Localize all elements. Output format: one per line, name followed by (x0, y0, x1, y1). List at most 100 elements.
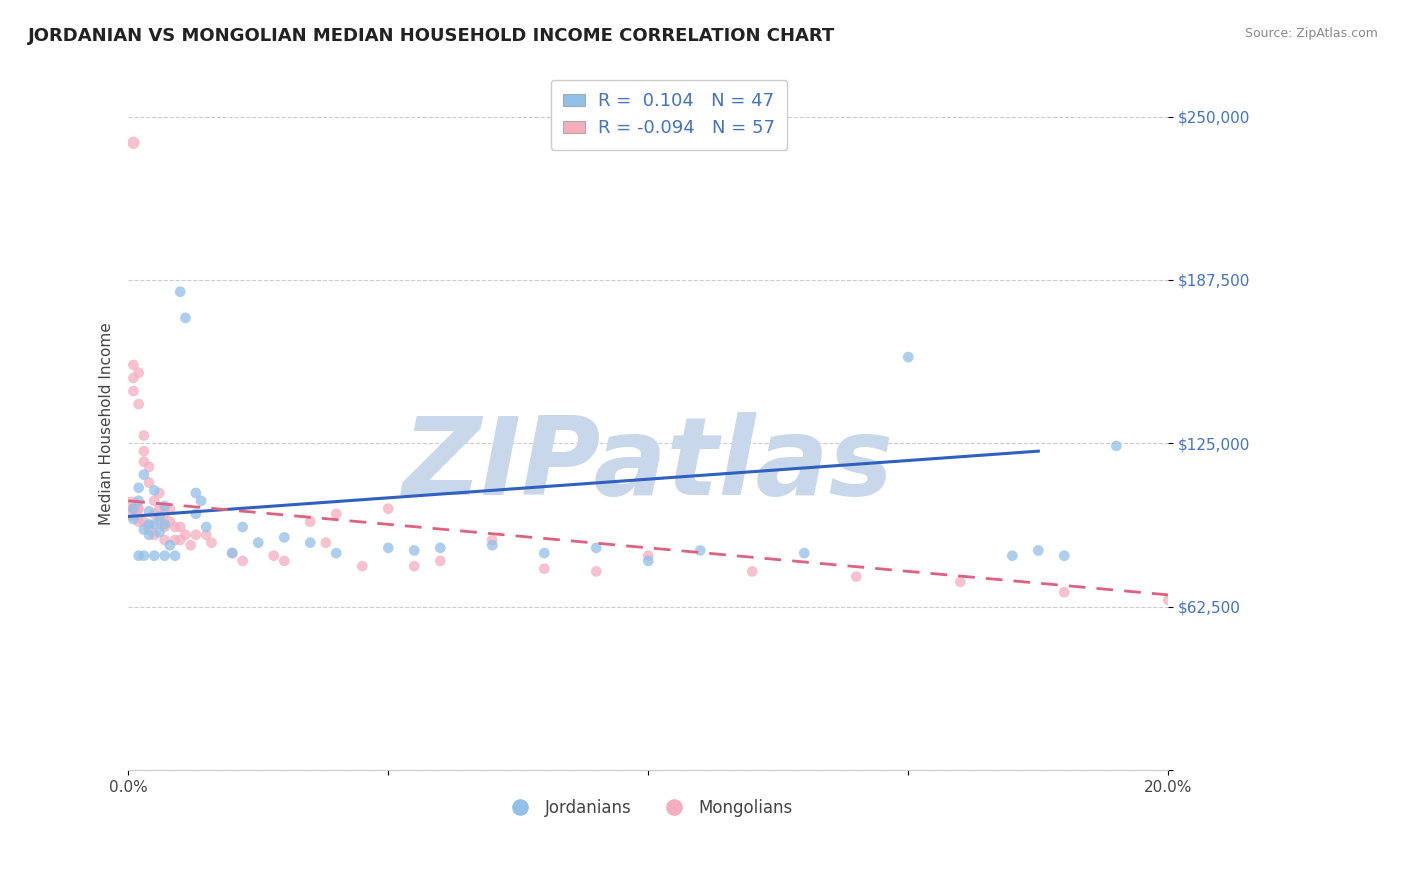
Text: ZIPatlas: ZIPatlas (402, 412, 894, 518)
Point (315, 535, 337, 549)
Point (128, 366, 150, 380)
Legend: Jordanians, Mongolians: Jordanians, Mongolians (496, 793, 800, 824)
Point (263, 549, 285, 563)
Point (195, 528, 218, 542)
Point (159, 515, 181, 529)
Point (159, 501, 181, 516)
Point (232, 554, 254, 568)
Point (148, 515, 170, 529)
Point (273, 554, 295, 568)
Point (153, 507, 176, 521)
Point (138, 459, 160, 474)
Point (352, 559, 374, 574)
Point (169, 520, 191, 534)
Point (143, 483, 166, 498)
Point (1157, 593, 1180, 607)
Text: Source: ZipAtlas.com: Source: ZipAtlas.com (1244, 27, 1378, 40)
Point (153, 499, 176, 513)
Point (377, 541, 399, 555)
Point (153, 517, 176, 532)
Point (325, 507, 347, 521)
Point (200, 535, 222, 549)
Point (122, 512, 145, 526)
Point (122, 501, 145, 516)
Text: JORDANIAN VS MONGOLIAN MEDIAN HOUSEHOLD INCOME CORRELATION CHART: JORDANIAN VS MONGOLIAN MEDIAN HOUSEHOLD … (28, 27, 835, 45)
Point (132, 455, 155, 469)
Point (533, 562, 555, 576)
Point (741, 565, 763, 579)
Point (132, 523, 155, 537)
Point (132, 549, 155, 563)
Point (128, 397, 150, 411)
Point (637, 549, 659, 563)
Point (128, 501, 150, 516)
Point (793, 546, 815, 560)
Point (132, 515, 155, 529)
Point (128, 481, 150, 495)
Point (533, 546, 555, 560)
Point (128, 549, 150, 563)
Point (143, 528, 166, 542)
Point (637, 554, 659, 568)
Point (195, 520, 218, 534)
Point (174, 528, 197, 542)
Point (122, 371, 145, 385)
Point (153, 533, 176, 547)
Point (138, 504, 160, 518)
Point (159, 538, 181, 552)
Point (585, 565, 607, 579)
Point (180, 538, 202, 552)
Point (1001, 549, 1024, 563)
Point (169, 533, 191, 547)
Point (190, 493, 212, 508)
Point (128, 493, 150, 508)
Point (174, 310, 197, 325)
Point (897, 350, 920, 364)
Point (132, 467, 155, 482)
Point (128, 515, 150, 529)
Point (138, 523, 160, 537)
Point (153, 520, 176, 534)
Point (184, 507, 207, 521)
Point (404, 543, 426, 558)
Y-axis label: Median Household Income: Median Household Income (100, 322, 114, 525)
Point (143, 507, 166, 521)
Point (184, 486, 207, 500)
Point (169, 285, 191, 299)
Point (377, 501, 399, 516)
Point (122, 136, 145, 150)
Point (221, 546, 243, 560)
Point (148, 525, 170, 540)
Point (132, 428, 155, 442)
Point (299, 515, 322, 529)
Point (148, 486, 170, 500)
Point (429, 554, 451, 568)
Point (1105, 439, 1128, 453)
Point (1026, 543, 1049, 558)
Point (585, 541, 607, 555)
Point (138, 528, 160, 542)
Point (132, 444, 155, 458)
Point (232, 520, 254, 534)
Point (143, 517, 166, 532)
Point (689, 543, 711, 558)
Point (1053, 585, 1076, 599)
Point (148, 501, 170, 516)
Point (148, 509, 170, 524)
Point (404, 559, 426, 574)
Point (138, 517, 160, 532)
Point (165, 533, 187, 547)
Point (120, 501, 142, 516)
Point (325, 546, 347, 560)
Point (845, 569, 868, 583)
Point (1053, 549, 1076, 563)
Point (153, 549, 176, 563)
Point (143, 493, 166, 508)
Point (184, 528, 207, 542)
Point (949, 574, 972, 589)
Point (122, 384, 145, 398)
Point (481, 538, 503, 552)
Point (143, 549, 166, 563)
Point (165, 549, 187, 563)
Point (481, 533, 503, 547)
